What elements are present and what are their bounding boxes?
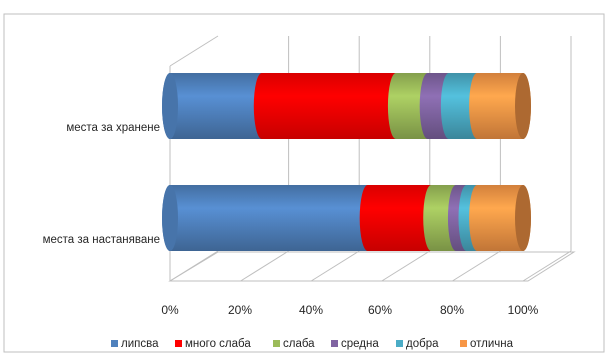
category-labels: места за хранене места за настаняване xyxy=(43,122,160,246)
legend: липсва много слаба слаба средна добра от… xyxy=(111,338,514,350)
bar-body xyxy=(162,185,376,251)
x-tick-label: 100% xyxy=(508,303,539,317)
legend-label: отлична xyxy=(470,338,514,350)
plot-floor xyxy=(168,251,576,282)
floor-gridline xyxy=(452,250,501,282)
category-label: места за настаняване xyxy=(43,234,160,246)
legend-swatch xyxy=(175,340,182,347)
chart-border xyxy=(3,13,605,353)
x-tick-label: 20% xyxy=(228,303,252,317)
bar-segment xyxy=(162,73,270,139)
plot-back-wall-diagonal xyxy=(169,35,219,67)
legend-label: добра xyxy=(406,338,439,350)
x-tick-label: 80% xyxy=(440,303,464,317)
legend-swatch xyxy=(331,340,338,347)
legend-label: средна xyxy=(341,338,379,350)
x-tick-label: 40% xyxy=(299,303,323,317)
floor-gridline xyxy=(310,250,360,282)
bar-end-cap xyxy=(515,73,531,139)
floor-gridline xyxy=(240,250,289,282)
x-axis-ticks: 0% 20% 40% 60% 80% 100% xyxy=(161,303,538,317)
bar-end-cap xyxy=(515,185,531,251)
legend-label: слаба xyxy=(283,338,315,350)
bar-segment xyxy=(359,185,440,251)
bar-body xyxy=(469,73,531,139)
bar-segment xyxy=(162,185,376,251)
bar-start-cap xyxy=(162,73,178,139)
bar-body xyxy=(469,185,531,251)
bar-start-cap xyxy=(162,185,178,251)
floor-gridline xyxy=(381,250,431,282)
x-tick-label: 0% xyxy=(161,303,179,317)
bar-segment xyxy=(253,73,404,139)
bar-segment xyxy=(469,185,531,251)
floor-gridline xyxy=(169,250,219,282)
legend-label: много слаба xyxy=(185,338,251,350)
legend-swatch xyxy=(273,340,280,347)
floor-gridline xyxy=(522,250,572,282)
legend-swatch xyxy=(111,340,118,347)
bar-body xyxy=(162,73,270,139)
legend-label: липсва xyxy=(121,338,159,350)
bar-body xyxy=(359,185,440,251)
bars xyxy=(162,73,531,251)
legend-swatch xyxy=(396,340,403,347)
x-tick-label: 60% xyxy=(368,303,392,317)
bar-segment xyxy=(469,73,531,139)
bar-body xyxy=(253,73,404,139)
legend-swatch xyxy=(460,340,467,347)
category-label: места за хранене xyxy=(66,122,160,134)
